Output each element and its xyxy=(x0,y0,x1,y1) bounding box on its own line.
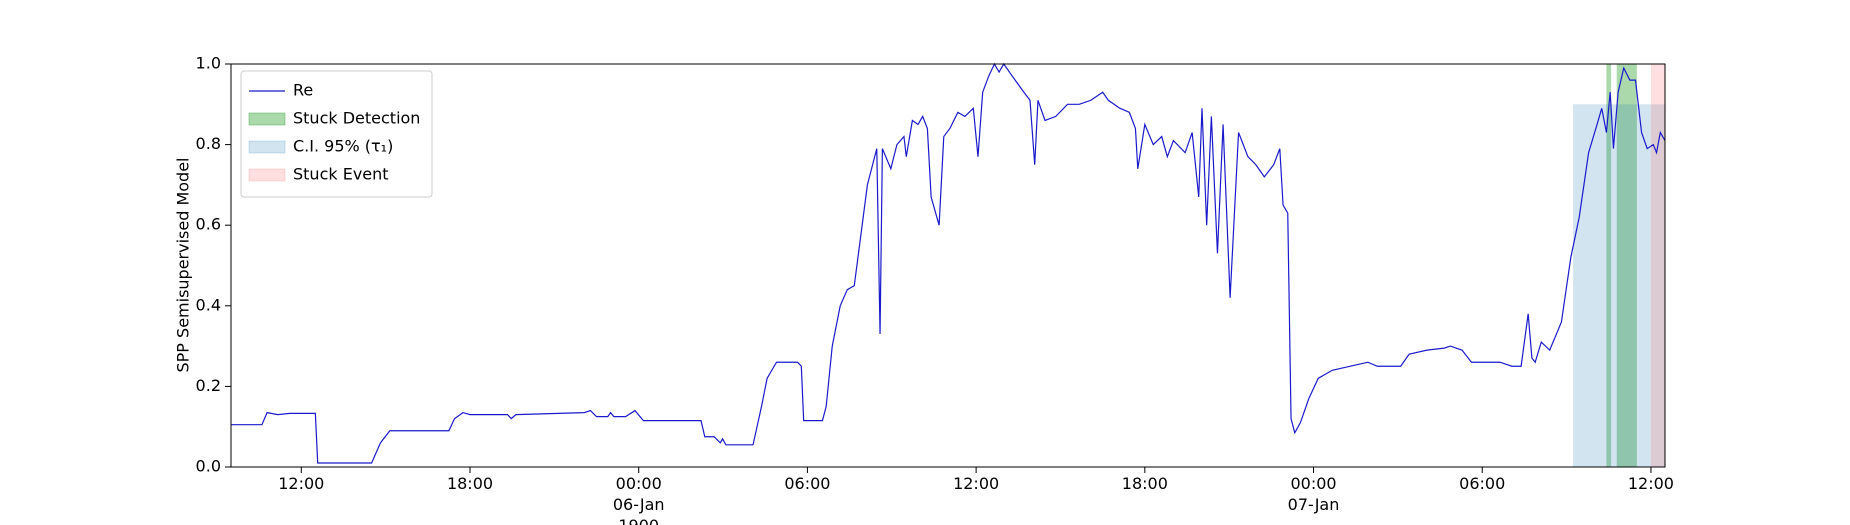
legend-swatch xyxy=(248,168,286,182)
x-tick-label-line: 12:00 xyxy=(278,474,324,493)
x-tick-label-line: 18:00 xyxy=(447,474,493,493)
y-tick-label: 0.4 xyxy=(196,295,221,314)
x-tick-label: 06:00 xyxy=(1459,474,1505,493)
x-tick-label: 00:00 06-Jan 1900 xyxy=(613,474,665,525)
legend-box xyxy=(240,70,433,198)
y-tick-label: 0.8 xyxy=(196,134,221,153)
x-tick-label: 12:00 xyxy=(953,474,999,493)
region-span xyxy=(1650,64,1665,467)
legend-label: Stuck Detection xyxy=(293,109,420,128)
y-tick-label: 0.0 xyxy=(196,457,221,476)
x-tick-label: 00:00 07-Jan xyxy=(1288,474,1340,514)
x-tick-label-line: 00:00 xyxy=(1290,474,1336,493)
y-tick-label: 0.6 xyxy=(196,215,221,234)
x-tick-label-line: 1900 xyxy=(618,516,659,525)
region-span xyxy=(1616,64,1637,467)
x-tick-label-line: 12:00 xyxy=(953,474,999,493)
region-span xyxy=(1573,104,1665,468)
y-tick-label: 0.2 xyxy=(196,376,221,395)
x-tick-label-line: 12:00 xyxy=(1628,474,1674,493)
x-tick-label-line: 06:00 xyxy=(1459,474,1505,493)
x-tick-label: 06:00 xyxy=(784,474,830,493)
x-tick-label: 12:00 xyxy=(278,474,324,493)
legend-label: Stuck Event xyxy=(293,165,389,184)
y-axis-label: SPP Semisupervised Model xyxy=(174,158,193,373)
x-tick-label-line: 06-Jan xyxy=(613,495,665,514)
x-tick-label-line: 00:00 xyxy=(616,474,662,493)
plot-frame xyxy=(230,63,1666,468)
y-tick-label: 1.0 xyxy=(196,54,221,73)
series-line xyxy=(231,62,1666,464)
x-tick-label: 12:00 xyxy=(1628,474,1674,493)
legend-label: C.I. 95% (τ₁) xyxy=(293,137,393,156)
x-tick-label-line: 07-Jan xyxy=(1288,495,1340,514)
region-span xyxy=(1606,64,1612,467)
legend-swatch xyxy=(248,112,286,126)
legend-swatch xyxy=(248,140,286,154)
x-tick-label-line: 06:00 xyxy=(784,474,830,493)
x-tick-label: 18:00 xyxy=(1122,474,1168,493)
x-tick-label-line: 18:00 xyxy=(1122,474,1168,493)
x-tick-label: 18:00 xyxy=(447,474,493,493)
legend-label: Re xyxy=(293,81,313,100)
